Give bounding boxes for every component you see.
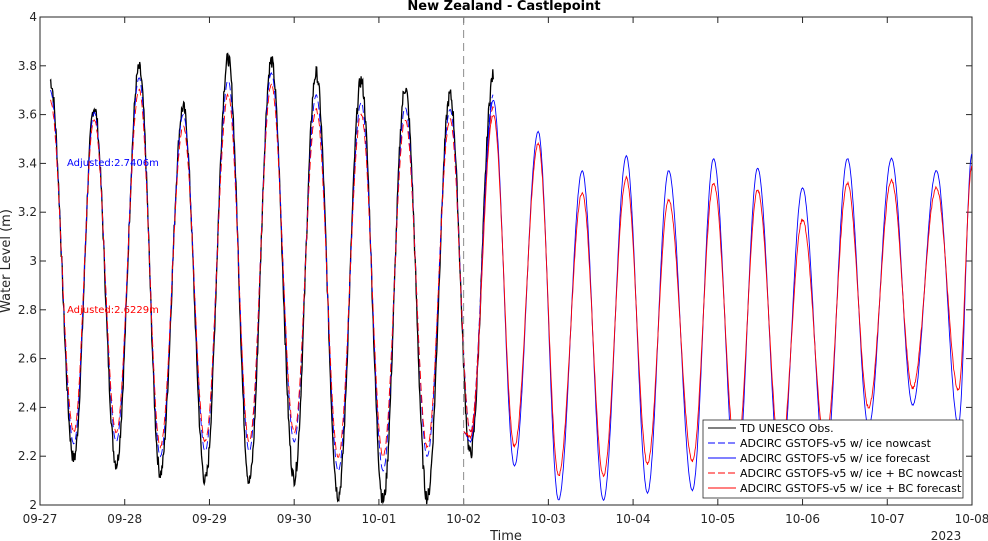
x-tick-label: 10-01: [361, 512, 396, 526]
x-tick-label: 09-30: [277, 512, 312, 526]
x-tick-label: 09-27: [23, 512, 58, 526]
x-tick-label: 10-08: [955, 512, 988, 526]
y-tick-label: 2.6: [18, 352, 37, 366]
y-tick-label: 3.4: [18, 156, 37, 170]
y-tick-label: 3.8: [18, 59, 37, 73]
x-axis-label: Time: [489, 529, 522, 541]
legend: TD UNESCO Obs. ADCIRC GSTOFS-v5 w/ ice no…: [702, 419, 964, 499]
x-tick-label: 10-03: [531, 512, 566, 526]
y-tick-label: 4: [29, 10, 37, 24]
series-line-0: [49, 52, 494, 505]
x-tick-label: 10-02: [446, 512, 481, 526]
y-tick-label: 2.2: [18, 449, 37, 463]
x-tick-label: 10-07: [870, 512, 905, 526]
legend-entry: TD UNESCO Obs.: [739, 422, 834, 435]
x-axis-year-label: 2023: [931, 529, 962, 541]
x-tick-label: 10-05: [700, 512, 735, 526]
legend-entry: ADCIRC GSTOFS-v5 w/ ice + BC forecast: [740, 482, 962, 495]
y-tick-label: 2.8: [18, 303, 37, 317]
adjusted-annotation: Adjusted:2.7406m: [67, 158, 159, 169]
legend-box: [702, 419, 964, 499]
y-tick-label: 3.6: [18, 108, 37, 122]
y-axis-label: Water Level (m): [0, 209, 14, 313]
adjusted-annotation: Adjusted:2.6229m: [67, 305, 159, 316]
series-line-4: [463, 114, 973, 478]
legend-entry: ADCIRC GSTOFS-v5 w/ ice + BC nowcast: [740, 467, 963, 480]
y-tick-label: 3.2: [18, 205, 37, 219]
y-tick-label: 3: [29, 254, 37, 268]
series-group: [49, 52, 973, 505]
x-tick-label: 10-04: [616, 512, 651, 526]
legend-entry: ADCIRC GSTOFS-v5 w/ ice nowcast: [740, 437, 932, 450]
x-tick-label: 10-06: [785, 512, 820, 526]
axis-ticks: 2 2.2 2.4 2.6 2.8 3 3.2 3.4 3.6 3.8 4 09-27 09-28 09-…: [18, 10, 988, 526]
y-tick-label: 2: [29, 498, 37, 512]
x-tick-label: 09-29: [192, 512, 227, 526]
y-tick-label: 2.4: [18, 400, 37, 414]
x-tick-label: 09-28: [107, 512, 142, 526]
annotations: Adjusted:2.7406m Adjusted:2.6229m: [67, 158, 159, 316]
chart-title: New Zealand - Castlepoint: [407, 0, 600, 14]
legend-entry: ADCIRC GSTOFS-v5 w/ ice forecast: [740, 452, 931, 465]
